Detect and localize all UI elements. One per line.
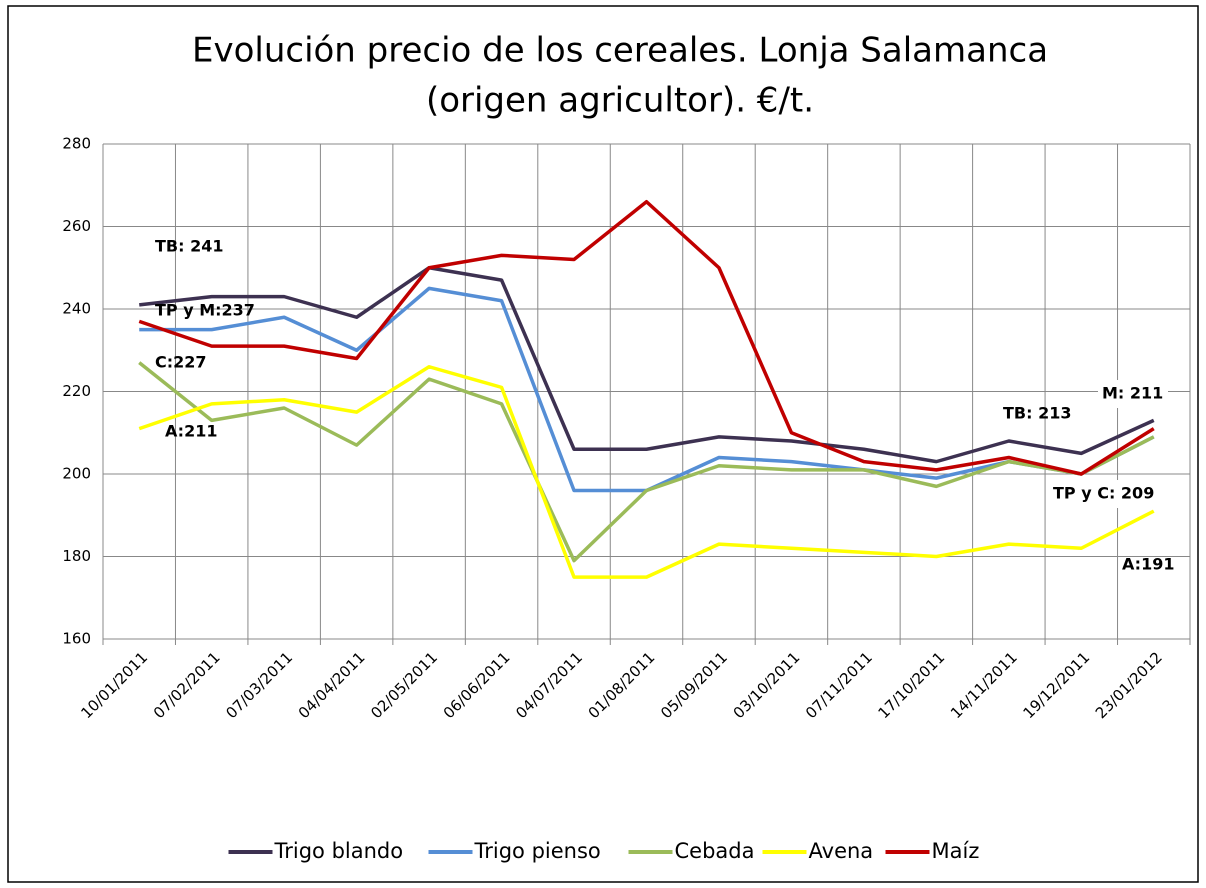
annotation-box <box>1098 380 1168 408</box>
annotation: A:211 <box>165 422 217 441</box>
chart-title: Evolución precio de los cereales. Lonja … <box>192 31 1048 71</box>
y-tick-label: 180 <box>62 547 91 565</box>
annotation: TB: 241 <box>155 237 223 256</box>
y-tick-label: 240 <box>62 300 91 318</box>
legend-label: Cebada <box>675 839 755 863</box>
series-line <box>138 365 1155 579</box>
y-tick-label: 220 <box>62 382 91 400</box>
annotation: TP y C: 209 <box>1053 484 1154 503</box>
series-line <box>138 200 1155 476</box>
legend-label: Trigo blando <box>274 839 404 863</box>
legend-label: Maíz <box>932 839 980 863</box>
y-tick-label: 260 <box>62 217 91 235</box>
series-line <box>138 361 1155 563</box>
y-tick-label: 280 <box>62 135 91 153</box>
y-tick-label: 200 <box>62 465 91 483</box>
annotation: A:191 <box>1122 555 1174 574</box>
series-line <box>139 266 1155 464</box>
chart-title: (origen agricultor). €/t. <box>426 81 814 121</box>
annotation: TP y M:237 <box>155 301 255 320</box>
annotation: C:227 <box>155 353 207 372</box>
annotation: M: 211 <box>1102 384 1163 403</box>
legend-label: Trigo pienso <box>474 839 601 863</box>
y-tick-label: 160 <box>62 630 91 648</box>
legend-label: Avena <box>809 839 874 863</box>
annotation-box <box>1049 480 1179 508</box>
annotation: TB: 213 <box>1003 404 1071 423</box>
